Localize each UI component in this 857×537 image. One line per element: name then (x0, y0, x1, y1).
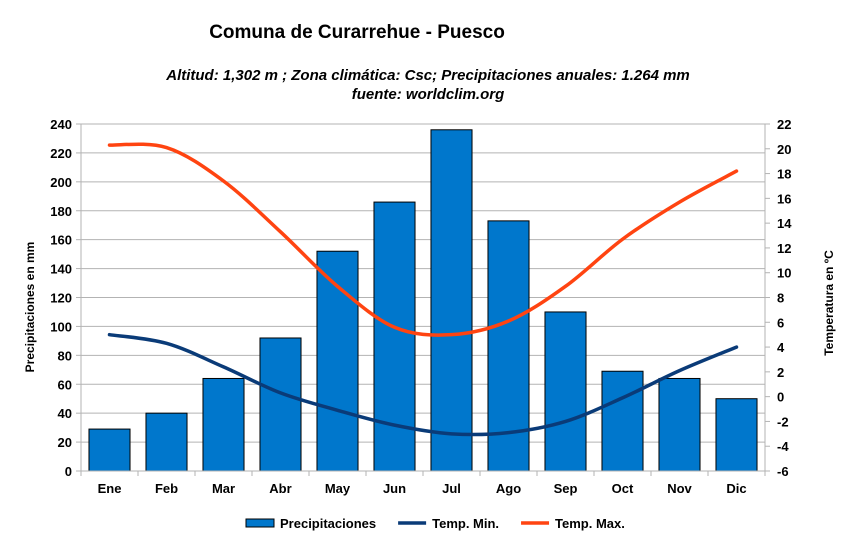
x-tick-label: Jun (383, 481, 406, 496)
y-tick-label: 240 (50, 117, 72, 132)
y-tick-label: 100 (50, 319, 72, 334)
precipitation-bar (145, 412, 188, 472)
y2-axis-label: Temperatura en ºC (822, 250, 836, 356)
y2-tick-label: -2 (777, 414, 789, 429)
x-tick-label: Abr (269, 481, 291, 496)
y-tick-label: 180 (50, 204, 72, 219)
chart-title: Comuna de Curarrehue - Puesco (209, 22, 505, 43)
precipitation-bar (88, 428, 131, 472)
line-temp-max (107, 142, 739, 337)
precipitation-bar (715, 398, 758, 472)
x-tick-label: Ago (496, 481, 521, 496)
y2-tick-label: 22 (777, 117, 791, 132)
precipitation-bar (601, 370, 644, 472)
x-tick-label: Oct (612, 481, 634, 496)
y-tick-label: 20 (58, 435, 72, 450)
y-tick-label: 80 (58, 348, 72, 363)
y2-tick-label: 16 (777, 191, 791, 206)
y2-tick-label: 8 (777, 291, 784, 306)
x-tick-label: Mar (212, 481, 235, 496)
precipitation-bar (373, 201, 416, 472)
legend-label-temp-max: Temp. Max. (555, 516, 625, 531)
y-tick-label: 200 (50, 175, 72, 190)
chart-subtitle: Altitud: 1,302 m ; Zona climática: Csc; … (165, 67, 690, 84)
y-tick-label: 160 (50, 233, 72, 248)
y2-tick-label: 14 (777, 216, 792, 231)
x-tick-label: Feb (155, 481, 178, 496)
temperature-lines (107, 142, 739, 437)
y-tick-label: 0 (65, 464, 72, 479)
x-tick-label: Dic (726, 481, 746, 496)
x-tick-label: May (325, 481, 351, 496)
y-tick-label: 220 (50, 146, 72, 161)
legend-swatch-precipitaciones (245, 518, 275, 528)
y-tick-label: 120 (50, 291, 72, 306)
y2-tick-label: 4 (777, 340, 785, 355)
y2-tick-label: 2 (777, 365, 784, 380)
x-tick-label: Jul (442, 481, 461, 496)
y-tick-label: 60 (58, 377, 72, 392)
precipitation-bar (259, 337, 302, 472)
x-tick-label: Nov (667, 481, 692, 496)
y2-tick-label: 20 (777, 142, 791, 157)
legend-label-temp-min: Temp. Min. (432, 516, 499, 531)
y-tick-label: 40 (58, 406, 72, 421)
line-temp-min (107, 332, 739, 437)
y2-tick-label: -4 (777, 439, 789, 454)
precipitation-bar (430, 129, 473, 472)
precipitation-bars (88, 129, 758, 472)
y2-tick-label: 18 (777, 167, 791, 182)
y-tick-label: 140 (50, 262, 72, 277)
y2-tick-label: 0 (777, 390, 784, 405)
chart-source: fuente: worldclim.org (352, 86, 505, 103)
axes: 020406080100120140160180200220240-6-4-20… (50, 117, 792, 496)
x-tick-label: Ene (98, 481, 122, 496)
gridlines (81, 123, 765, 472)
precipitation-bar (658, 377, 701, 472)
x-tick-label: Sep (554, 481, 578, 496)
y2-tick-label: -6 (777, 464, 789, 479)
y2-tick-label: 10 (777, 266, 791, 281)
y2-tick-label: 12 (777, 241, 791, 256)
legend-label-precipitaciones: Precipitaciones (280, 516, 376, 531)
precipitation-bar (202, 377, 245, 472)
y2-tick-label: 6 (777, 315, 784, 330)
y-axis-label: Precipitaciones en mm (23, 242, 37, 373)
legend: Precipitaciones Temp. Min. Temp. Max. (245, 516, 625, 531)
precipitation-bar (544, 311, 587, 472)
